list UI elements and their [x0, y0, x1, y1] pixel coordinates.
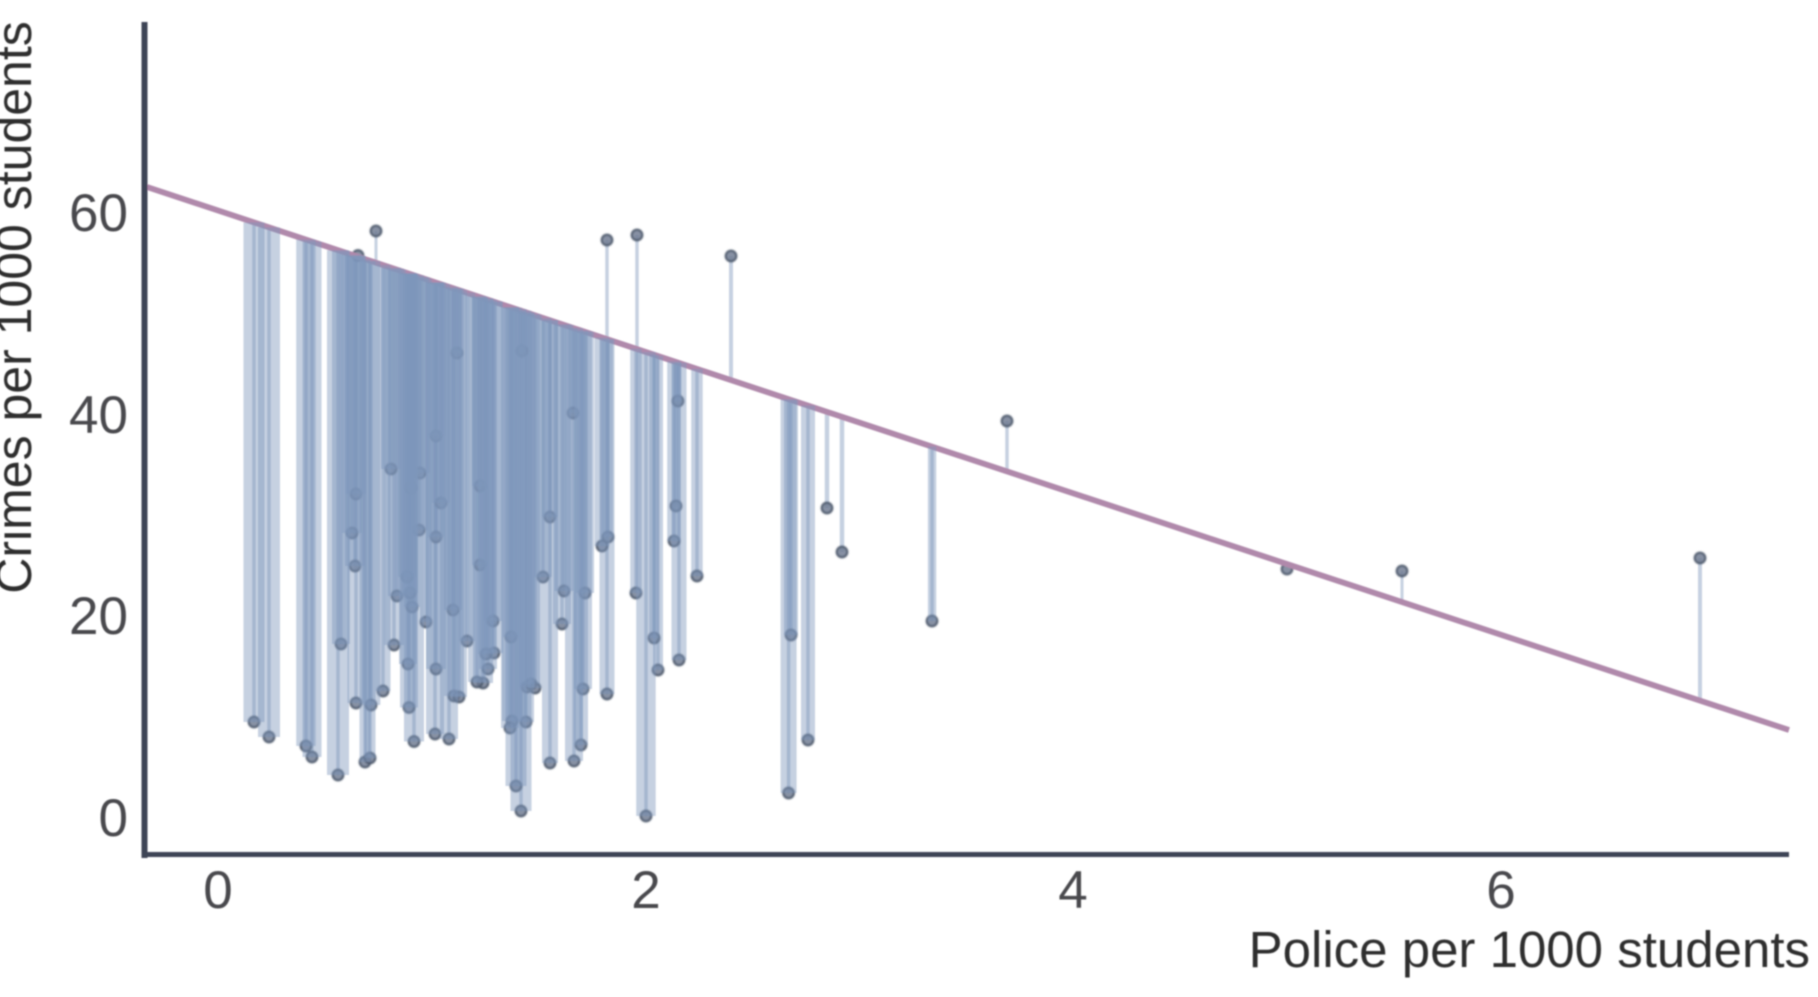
svg-text:6: 6 [1486, 861, 1515, 920]
svg-text:Police per 1000 students: Police per 1000 students [1249, 921, 1810, 978]
svg-text:60: 60 [69, 184, 128, 243]
svg-text:2: 2 [631, 861, 660, 920]
svg-text:Crimes per 1000 students: Crimes per 1000 students [0, 21, 42, 594]
svg-text:20: 20 [69, 587, 128, 646]
svg-text:0: 0 [99, 789, 128, 848]
svg-text:40: 40 [69, 386, 128, 445]
svg-text:0: 0 [203, 861, 232, 920]
svg-text:4: 4 [1058, 861, 1087, 920]
